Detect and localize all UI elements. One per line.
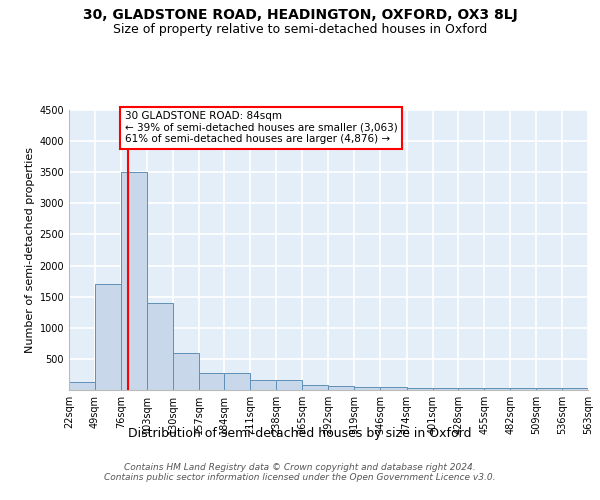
Bar <box>354 387 380 390</box>
Text: 30, GLADSTONE ROAD, HEADINGTON, OXFORD, OX3 8LJ: 30, GLADSTONE ROAD, HEADINGTON, OXFORD, … <box>83 8 517 22</box>
Bar <box>407 388 433 390</box>
Bar <box>302 384 328 390</box>
Bar <box>484 388 510 390</box>
Bar <box>328 386 354 390</box>
Bar <box>458 388 484 390</box>
Bar <box>510 388 536 390</box>
Bar <box>433 388 458 390</box>
Bar <box>380 387 407 390</box>
Y-axis label: Number of semi-detached properties: Number of semi-detached properties <box>25 147 35 353</box>
Bar <box>147 303 173 390</box>
Bar <box>276 380 302 390</box>
Bar <box>69 382 95 390</box>
Bar <box>199 372 224 390</box>
Bar <box>224 372 250 390</box>
Bar <box>95 284 121 390</box>
Bar <box>536 388 562 390</box>
Text: 30 GLADSTONE ROAD: 84sqm
← 39% of semi-detached houses are smaller (3,063)
61% o: 30 GLADSTONE ROAD: 84sqm ← 39% of semi-d… <box>125 111 397 144</box>
Text: Size of property relative to semi-detached houses in Oxford: Size of property relative to semi-detach… <box>113 22 487 36</box>
Text: Distribution of semi-detached houses by size in Oxford: Distribution of semi-detached houses by … <box>128 428 472 440</box>
Text: Contains HM Land Registry data © Crown copyright and database right 2024.
Contai: Contains HM Land Registry data © Crown c… <box>104 462 496 482</box>
Bar <box>173 352 199 390</box>
Bar <box>250 380 276 390</box>
Bar <box>562 388 588 390</box>
Bar <box>121 172 147 390</box>
